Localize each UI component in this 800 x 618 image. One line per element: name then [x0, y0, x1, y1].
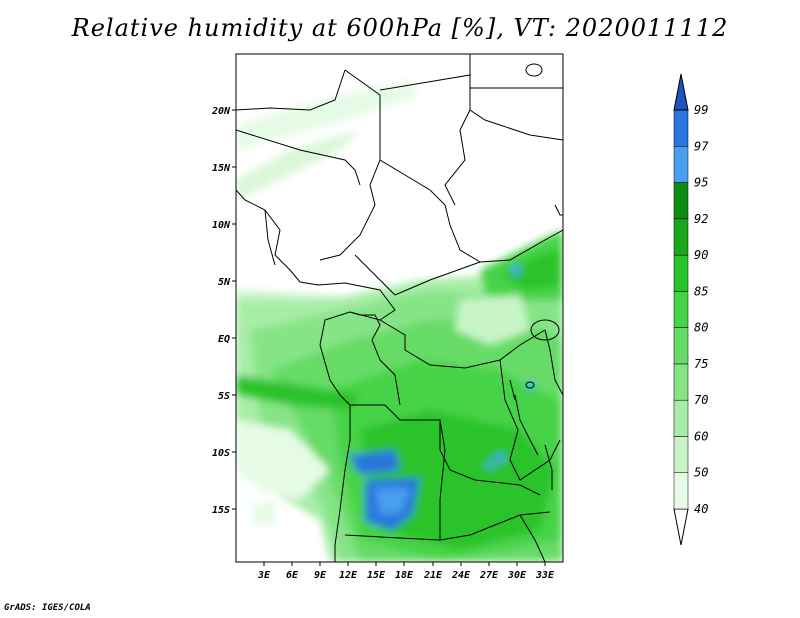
colorbar-label: 99 — [694, 103, 708, 117]
lon-tick-label: 27E — [479, 570, 499, 581]
lon-tick-label: 21E — [423, 570, 443, 581]
colorbar-segment — [673, 182, 689, 220]
colorbar-segment — [673, 291, 689, 328]
colorbar-label: 90 — [694, 248, 708, 262]
lat-tick-label: 10S — [212, 448, 230, 459]
colorbar-lower-arrow — [673, 508, 689, 546]
lon-tick-label: 12E — [339, 570, 358, 581]
lon-tick-label: 33E — [535, 570, 555, 581]
lat-axis: 20N 15N 10N 5N EQ 5S 10S 15S — [211, 106, 236, 516]
colorbar-upper-arrow — [673, 73, 689, 111]
lon-tick-label: 3E — [257, 570, 271, 581]
colorbar-segment — [673, 399, 689, 437]
lon-tick-label: 15E — [367, 570, 386, 581]
lakes — [509, 63, 560, 490]
colorbar-segment — [673, 436, 689, 473]
colorbar-segment — [673, 146, 689, 183]
colorbar-segment — [673, 254, 689, 292]
colorbar-label: 50 — [694, 466, 708, 480]
lat-tick-label: 15N — [212, 163, 231, 174]
colorbar-label: 40 — [694, 502, 708, 516]
colorbar: 40 50 60 70 75 80 85 90 92 95 97 99 — [673, 73, 709, 546]
colorbar-label: 97 — [694, 139, 709, 153]
colorbar-segment — [673, 472, 689, 510]
colorbar-label: 95 — [694, 176, 708, 190]
lon-tick-label: 30E — [507, 570, 527, 581]
colorbar-label: 92 — [694, 212, 708, 226]
lon-tick-label: 24E — [451, 570, 471, 581]
lon-tick-label: 6E — [286, 570, 299, 581]
lat-tick-label: EQ — [218, 334, 230, 345]
lon-tick-label: 18E — [395, 570, 414, 581]
credit-label: GrADS: IGES/COLA — [4, 603, 91, 613]
humidity-field — [236, 54, 563, 562]
lon-axis: 3E 6E 9E 12E 15E 18E 21E 24E 27E 30E 33E — [257, 562, 555, 581]
map-frame — [235, 53, 564, 563]
colorbar-label: 75 — [694, 357, 708, 371]
lat-tick-label: 10N — [212, 220, 231, 231]
colorbar-label: 70 — [694, 393, 708, 407]
lat-tick-label: 5N — [218, 277, 231, 288]
colorbar-segment — [673, 327, 689, 365]
lat-tick-label: 15S — [212, 505, 230, 516]
colorbar-segment — [673, 363, 689, 401]
map-title: Relative humidity at 600hPa [%], VT: 202… — [71, 14, 729, 42]
lat-tick-label: 5S — [218, 391, 230, 402]
colorbar-label: 60 — [694, 429, 708, 443]
colorbar-label: 85 — [694, 284, 708, 298]
lat-tick-label: 20N — [211, 106, 231, 117]
colorbar-label: 80 — [694, 321, 708, 335]
lon-tick-label: 9E — [314, 570, 327, 581]
colorbar-segment — [673, 218, 689, 256]
colorbar-segment — [673, 109, 689, 147]
